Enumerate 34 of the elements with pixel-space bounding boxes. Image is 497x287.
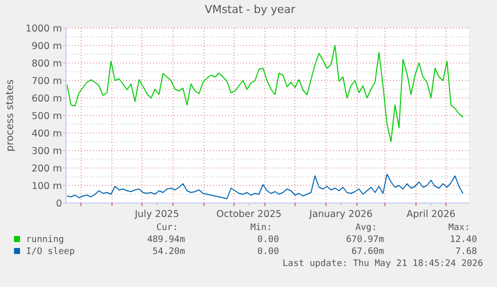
text: Last update: Thu May 21 18:45:24 2026 (282, 259, 483, 269)
legend-label: running (26, 235, 64, 245)
text: Cur: (156, 223, 178, 233)
legend-label: I/O sleep (26, 247, 75, 257)
chart-title: VMstat - by year (204, 3, 296, 16)
y-tick-label: 200 m (32, 163, 62, 174)
y-tick-label: 400 m (32, 128, 62, 140)
text: Min: (250, 223, 272, 233)
text: 0.00 (257, 247, 279, 257)
text: Avg: (355, 223, 377, 233)
text: 0.00 (257, 235, 279, 245)
y-tick-label: 500 m (32, 110, 62, 122)
text: 670.97m (346, 235, 384, 245)
x-tick-label: October 2025 (216, 209, 282, 220)
text: 67.60m (351, 247, 384, 257)
x-tick-label: April 2026 (406, 209, 456, 220)
text: 489.94m (147, 235, 185, 245)
y-tick-label: 0 (56, 198, 62, 210)
x-tick-label: January 2026 (308, 209, 373, 220)
x-tick-label: July 2025 (134, 209, 180, 220)
y-tick-label: 100 m (32, 180, 62, 192)
line-series (66, 174, 464, 200)
y-axis-title: process states (5, 79, 16, 152)
text: Max: (448, 223, 470, 233)
y-tick-label: 1000 m (26, 23, 62, 34)
y-tick-label: 800 m (32, 58, 62, 70)
y-tick-label: 700 m (32, 76, 62, 87)
y-tick-label: 900 m (32, 40, 62, 52)
text: 7.68 (455, 247, 477, 257)
y-tick-label: 600 m (32, 93, 62, 104)
y-tick-label: 300 m (32, 146, 62, 157)
text: 12.40 (450, 235, 477, 245)
text: 54.20m (152, 247, 185, 257)
line-series (66, 45, 464, 142)
